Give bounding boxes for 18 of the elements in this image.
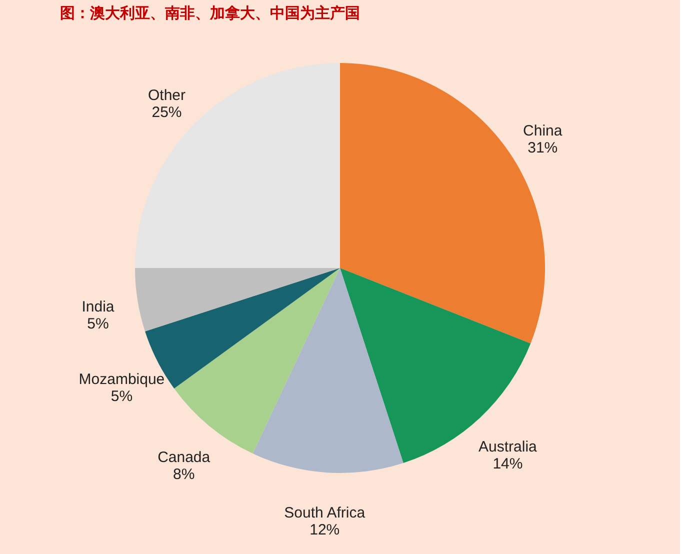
chart-title: 图：澳大利亚、南非、加拿大、中国为主产国 (60, 4, 360, 22)
pie-slice (252, 268, 404, 473)
pie-slice (135, 268, 340, 332)
slice-label: Canada (158, 448, 211, 466)
slice-label: China (523, 122, 563, 140)
data-label: 8% (172, 466, 195, 483)
data-label: 31% (528, 139, 558, 156)
data-label: 25% (152, 104, 182, 121)
slice-label: South Africa (284, 504, 366, 522)
slice-label: Mozambique (78, 371, 165, 388)
data-label: 5% (110, 388, 133, 406)
slice-label: Other (148, 86, 186, 104)
slice-label: India (82, 298, 115, 316)
slice-label: Australia (478, 438, 538, 456)
data-label: 12% (310, 522, 340, 539)
data-label: 14% (492, 456, 523, 473)
data-label: 5% (87, 315, 109, 332)
pie-slice (135, 63, 340, 268)
